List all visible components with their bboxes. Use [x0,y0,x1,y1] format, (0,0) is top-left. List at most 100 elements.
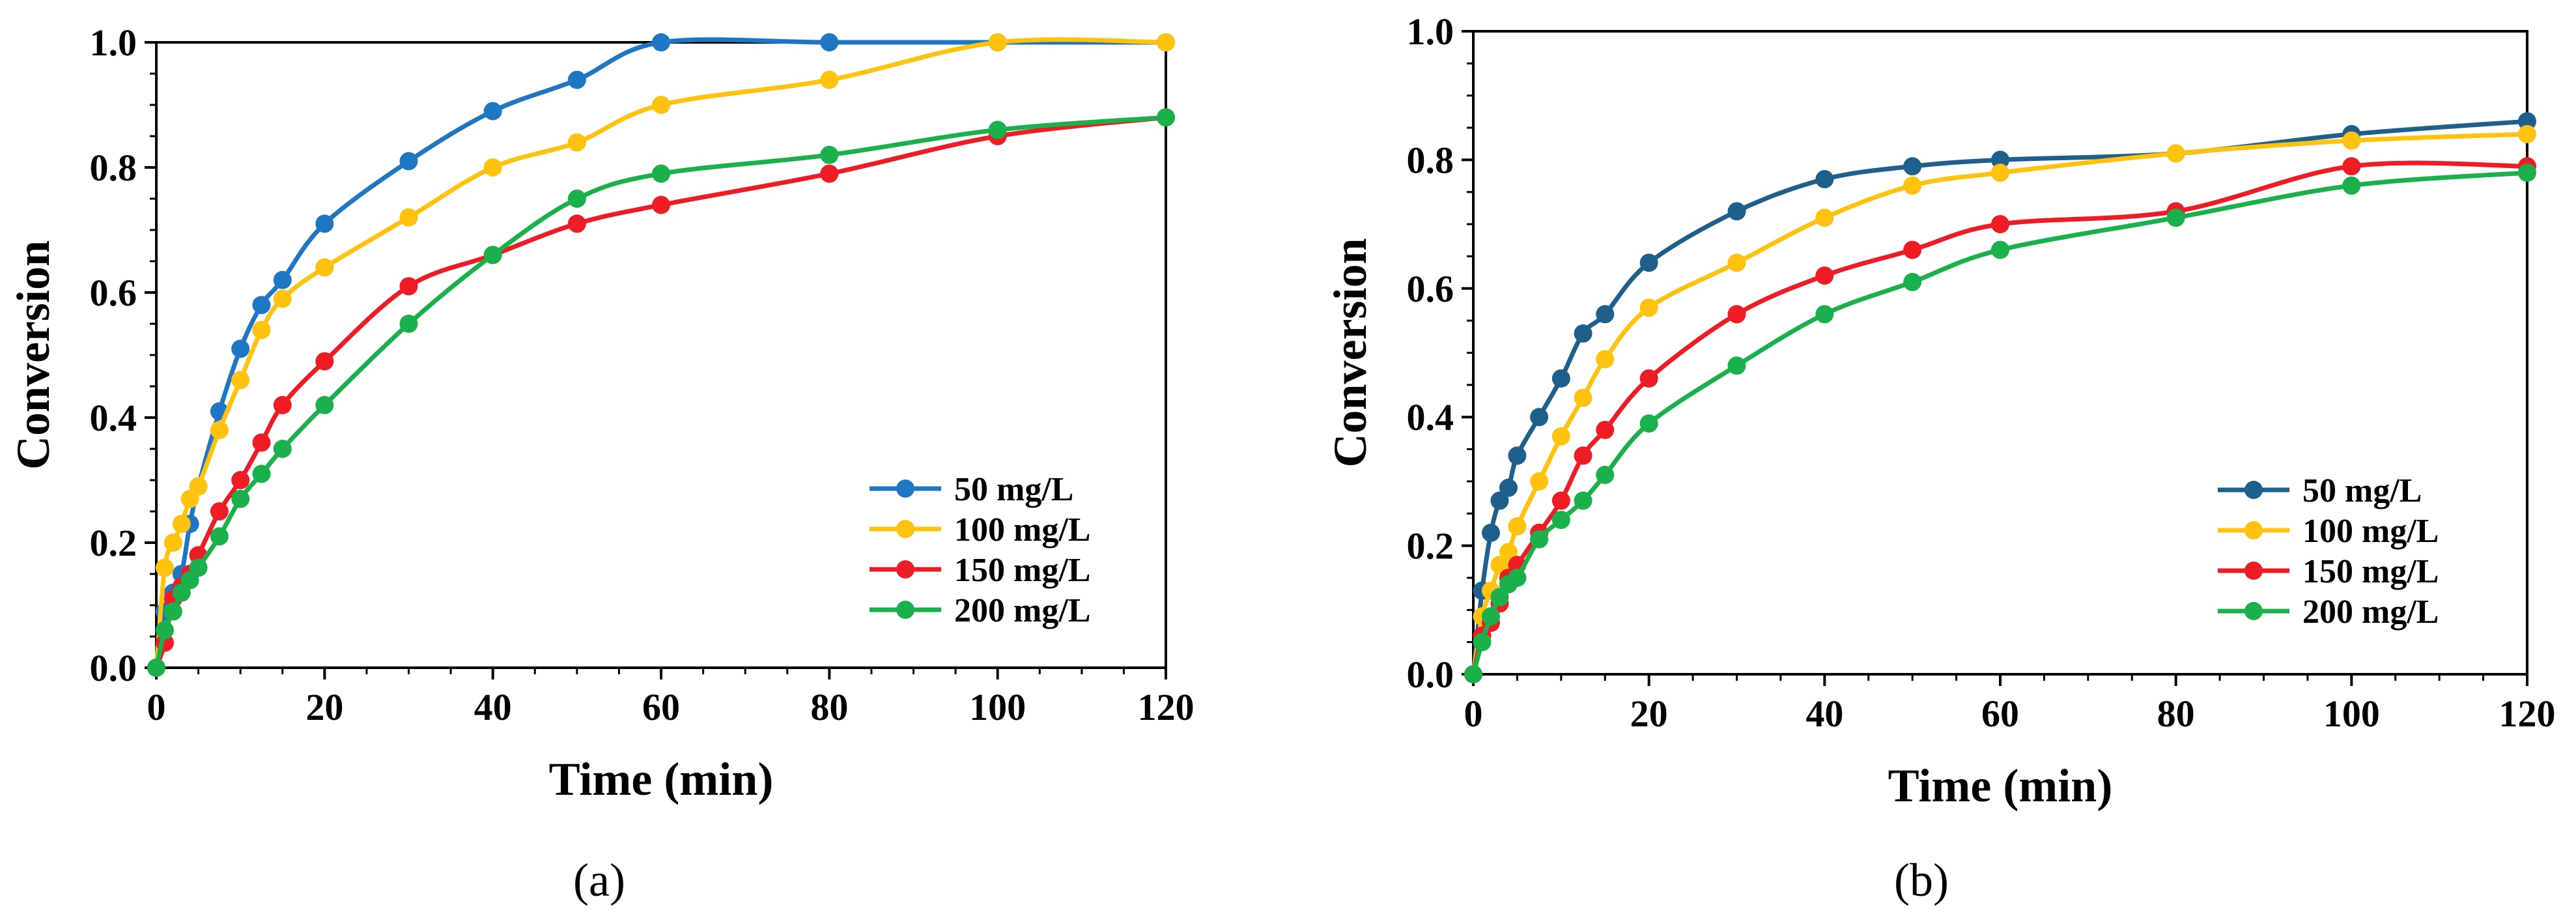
legend-label: 50 mg/L [2302,472,2422,509]
data-point [1727,202,1746,221]
x-tick-label: 120 [1138,686,1195,728]
data-point [315,258,334,277]
data-point [273,440,292,458]
data-point [210,527,229,546]
data-point [252,464,271,483]
data-point [315,214,334,233]
data-point [567,70,586,89]
y-tick-label: 1.0 [90,21,137,64]
data-point [567,133,586,152]
y-axis-title: Conversion [7,240,59,470]
data-point [1530,530,1549,549]
data-point [210,421,229,440]
legend-swatch-marker [896,520,914,538]
data-point [1157,108,1175,127]
data-point [483,158,502,177]
data-point [1815,208,1834,227]
data-point [1903,272,1922,291]
y-tick-label: 0.2 [1407,525,1454,567]
data-point [1639,414,1658,433]
y-tick-label: 0.4 [1407,396,1454,438]
data-point [231,471,250,489]
data-point [2518,112,2536,131]
legend-swatch-marker [896,560,914,578]
x-tick-label: 80 [810,686,848,728]
x-axis-title: Time (min) [549,753,774,805]
data-point [231,489,250,508]
data-point [1499,478,1518,497]
legend-label: 100 mg/L [2302,513,2439,550]
data-point [1815,266,1834,285]
data-point [1727,253,1746,272]
data-point [1903,240,1922,259]
x-tick-label: 0 [147,686,166,728]
data-point [155,621,174,640]
data-point [1596,350,1615,369]
data-point [315,395,334,414]
data-point [1596,305,1615,324]
data-point [399,315,418,333]
data-point [1991,150,2009,169]
data-point [399,208,418,227]
data-point [2342,157,2361,176]
data-point [231,371,250,390]
data-point [820,145,839,164]
data-point [1481,607,1500,626]
data-point [2166,208,2185,227]
data-point [1490,491,1509,510]
legend-label: 200 mg/L [2302,593,2439,631]
legend-swatch-marker [896,479,914,498]
data-point [1508,446,1527,465]
data-point [163,534,182,552]
legend-swatch-marker [2244,602,2263,620]
data-point [1639,369,1658,388]
data-point [231,339,250,358]
data-point [820,70,839,89]
data-point [163,602,182,621]
data-point [273,289,292,308]
data-point [1530,408,1549,427]
legend-swatch-marker [2244,481,2263,499]
legend-swatch-marker [2244,521,2263,539]
data-point [1639,253,1658,272]
x-tick-label: 0 [1464,693,1483,735]
data-point [1596,420,1615,439]
data-point [172,515,191,534]
data-point [1903,157,1922,176]
y-tick-label: 1.0 [1407,10,1454,53]
panel-label: (a) [573,854,625,906]
data-point [1490,588,1509,607]
data-point [1508,568,1527,587]
data-point [483,102,502,121]
data-point [1551,491,1570,510]
y-axis-title: Conversion [1324,238,1376,467]
series-200-mg-l [1464,164,2536,683]
data-point [1991,164,2009,182]
legend-swatch-marker [896,601,914,619]
x-tick-label: 40 [1805,693,1843,735]
data-point [820,33,839,51]
data-point [652,164,670,183]
data-point [1464,665,1482,683]
data-point [1574,388,1592,407]
y-tick-label: 0.0 [1407,653,1454,696]
data-point [2518,164,2536,182]
data-point [252,296,271,315]
data-point [567,190,586,208]
data-point [652,195,670,214]
x-axis-title: Time (min) [1888,760,2113,812]
x-tick-label: 100 [2323,693,2380,735]
data-point [820,164,839,183]
data-point [273,395,292,414]
x-tick-label: 60 [1981,693,2019,735]
data-point [1596,466,1615,485]
x-tick-label: 100 [969,686,1026,728]
panel-label: (b) [1894,854,1949,906]
data-point [1473,633,1492,651]
data-point [189,477,208,496]
data-point [652,33,670,51]
data-point [1481,523,1500,542]
y-tick-label: 0.2 [90,522,137,564]
y-tick-label: 0.8 [1407,139,1454,181]
